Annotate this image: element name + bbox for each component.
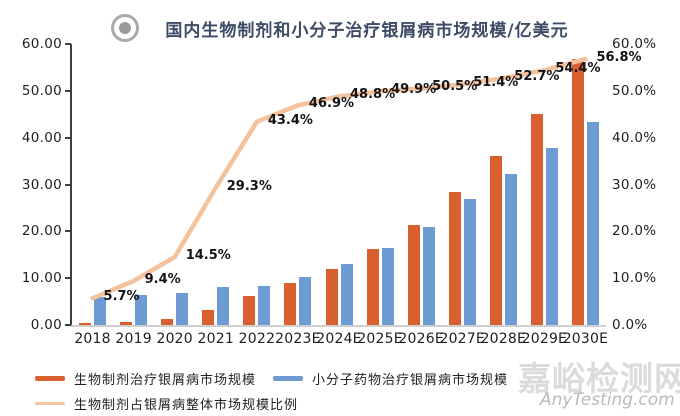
bar-biologics	[120, 321, 133, 325]
bar-small-molecule	[258, 286, 271, 325]
line-point-label: 43.4%	[267, 112, 313, 128]
legend-label: 生物制剂占银屑病整体市场规模比例	[74, 398, 299, 413]
line-point-label: 5.7%	[103, 289, 140, 305]
bar-biologics	[448, 192, 461, 325]
right-axis-tick-label: 20.0%	[612, 223, 657, 240]
line-point-label: 52.7%	[514, 69, 560, 85]
right-axis-tick-label: 50.0%	[612, 82, 657, 99]
left-axis-tick-label: 0.00	[30, 317, 62, 333]
x-axis-category-label: 2028E	[480, 331, 527, 347]
left-axis-tick-label: 60.00	[21, 36, 62, 52]
line-point-label: 29.3%	[226, 178, 272, 194]
bar-small-molecule	[545, 147, 558, 325]
x-axis-category-label: 2021	[197, 331, 234, 347]
bar-small-molecule	[176, 293, 189, 325]
chart-title: 国内生物制剂和小分子治疗银屑病市场规模/亿美元	[165, 20, 569, 41]
watermark-site: AnyTesting.com	[540, 390, 675, 410]
x-axis-category-label: 2020	[156, 331, 193, 347]
bar-biologics	[489, 156, 502, 325]
bar-small-molecule	[94, 297, 107, 325]
bar-biologics	[530, 114, 543, 325]
right-axis-tick-label: 10.0%	[612, 270, 657, 287]
left-axis-tick-label: 10.00	[21, 270, 62, 287]
right-axis-tick-label: 40.0%	[612, 129, 657, 146]
chart-header: 国内生物制剂和小分子治疗银屑病市场规模/亿美元	[0, 12, 680, 44]
x-axis-category-label: 2025E	[357, 331, 403, 347]
legend-item-small-molecule-bar: 小分子药物治疗银屑病市场规模	[273, 369, 508, 388]
left-axis-tick-mark	[65, 324, 71, 326]
bar-small-molecule	[340, 264, 353, 325]
legend-item-biologics-bar: 生物制剂治疗银屑病市场规模	[35, 369, 256, 388]
bar-small-molecule	[135, 294, 148, 325]
right-axis-tick-label: 30.0%	[612, 176, 657, 193]
x-axis-category-label: 2030E	[562, 331, 609, 347]
bar-small-molecule	[381, 248, 394, 325]
right-axis-tick-label: 60.0%	[612, 36, 657, 52]
bar-small-molecule	[422, 226, 435, 325]
bar-small-molecule	[586, 122, 599, 325]
bar-biologics	[202, 309, 215, 325]
left-axis-tick-mark	[65, 277, 71, 280]
left-axis-tick-label: 30.00	[21, 176, 62, 193]
left-axis-tick-mark	[65, 230, 71, 233]
x-axis-category-label: 2018	[74, 331, 111, 347]
left-axis-tick-mark	[65, 43, 71, 45]
line-point-label: 49.9%	[391, 82, 437, 98]
x-axis-category-label: 2029E	[521, 331, 568, 347]
line-point-label: 9.4%	[144, 271, 181, 287]
legend-swatch-blue-bar	[273, 376, 303, 381]
bullseye-icon	[111, 14, 140, 42]
line-point-label: 50.5%	[432, 79, 478, 95]
legend-label: 小分子药物治疗银屑病市场规模	[312, 373, 509, 388]
legend-item-biologics-share-line: 生物制剂占银屑病整体市场规模比例	[35, 394, 298, 413]
bar-biologics	[243, 296, 256, 325]
left-axis-tick-label: 20.00	[21, 223, 62, 240]
bar-biologics	[571, 58, 584, 325]
bar-biologics	[325, 268, 338, 325]
bar-small-molecule	[463, 199, 476, 325]
x-axis-category-label: 2024E	[316, 331, 362, 347]
line-point-label: 54.4%	[555, 61, 601, 77]
x-axis-category-label: 2026E	[398, 331, 444, 347]
watermark-cn: 嘉峪检测网	[518, 359, 680, 398]
line-point-label: 51.4%	[473, 75, 519, 91]
left-axis-tick-mark	[65, 183, 71, 186]
x-axis-line	[70, 325, 606, 327]
bar-biologics	[161, 319, 174, 325]
left-y-axis-line	[70, 44, 72, 325]
line-point-label: 56.8%	[596, 49, 642, 65]
line-point-label: 14.5%	[185, 248, 231, 264]
bar-biologics	[407, 224, 420, 325]
left-axis-tick-label: 50.00	[21, 82, 62, 99]
legend-label: 生物制剂治疗银屑病市场规模	[74, 373, 257, 388]
line-point-label: 46.9%	[308, 96, 355, 112]
left-axis-tick-label: 40.00	[21, 129, 62, 146]
bar-biologics	[79, 322, 92, 325]
bar-small-molecule	[504, 173, 517, 325]
bar-biologics	[366, 248, 379, 325]
left-axis-tick-mark	[65, 136, 71, 139]
legend-swatch-peach-line	[35, 402, 65, 405]
right-axis-tick-label: 0.0%	[612, 317, 648, 333]
x-axis-category-label: 2022	[238, 331, 276, 347]
bar-biologics	[284, 282, 297, 325]
line-point-label: 48.8%	[350, 87, 396, 103]
x-axis-category-label: 2027E	[439, 331, 485, 347]
legend-swatch-orange-bar	[35, 376, 65, 381]
left-axis-tick-mark	[65, 89, 71, 92]
x-axis-category-label: 2023E	[275, 331, 321, 347]
x-axis-category-label: 2019	[115, 331, 152, 347]
bar-small-molecule	[217, 287, 230, 325]
bar-small-molecule	[299, 277, 312, 325]
